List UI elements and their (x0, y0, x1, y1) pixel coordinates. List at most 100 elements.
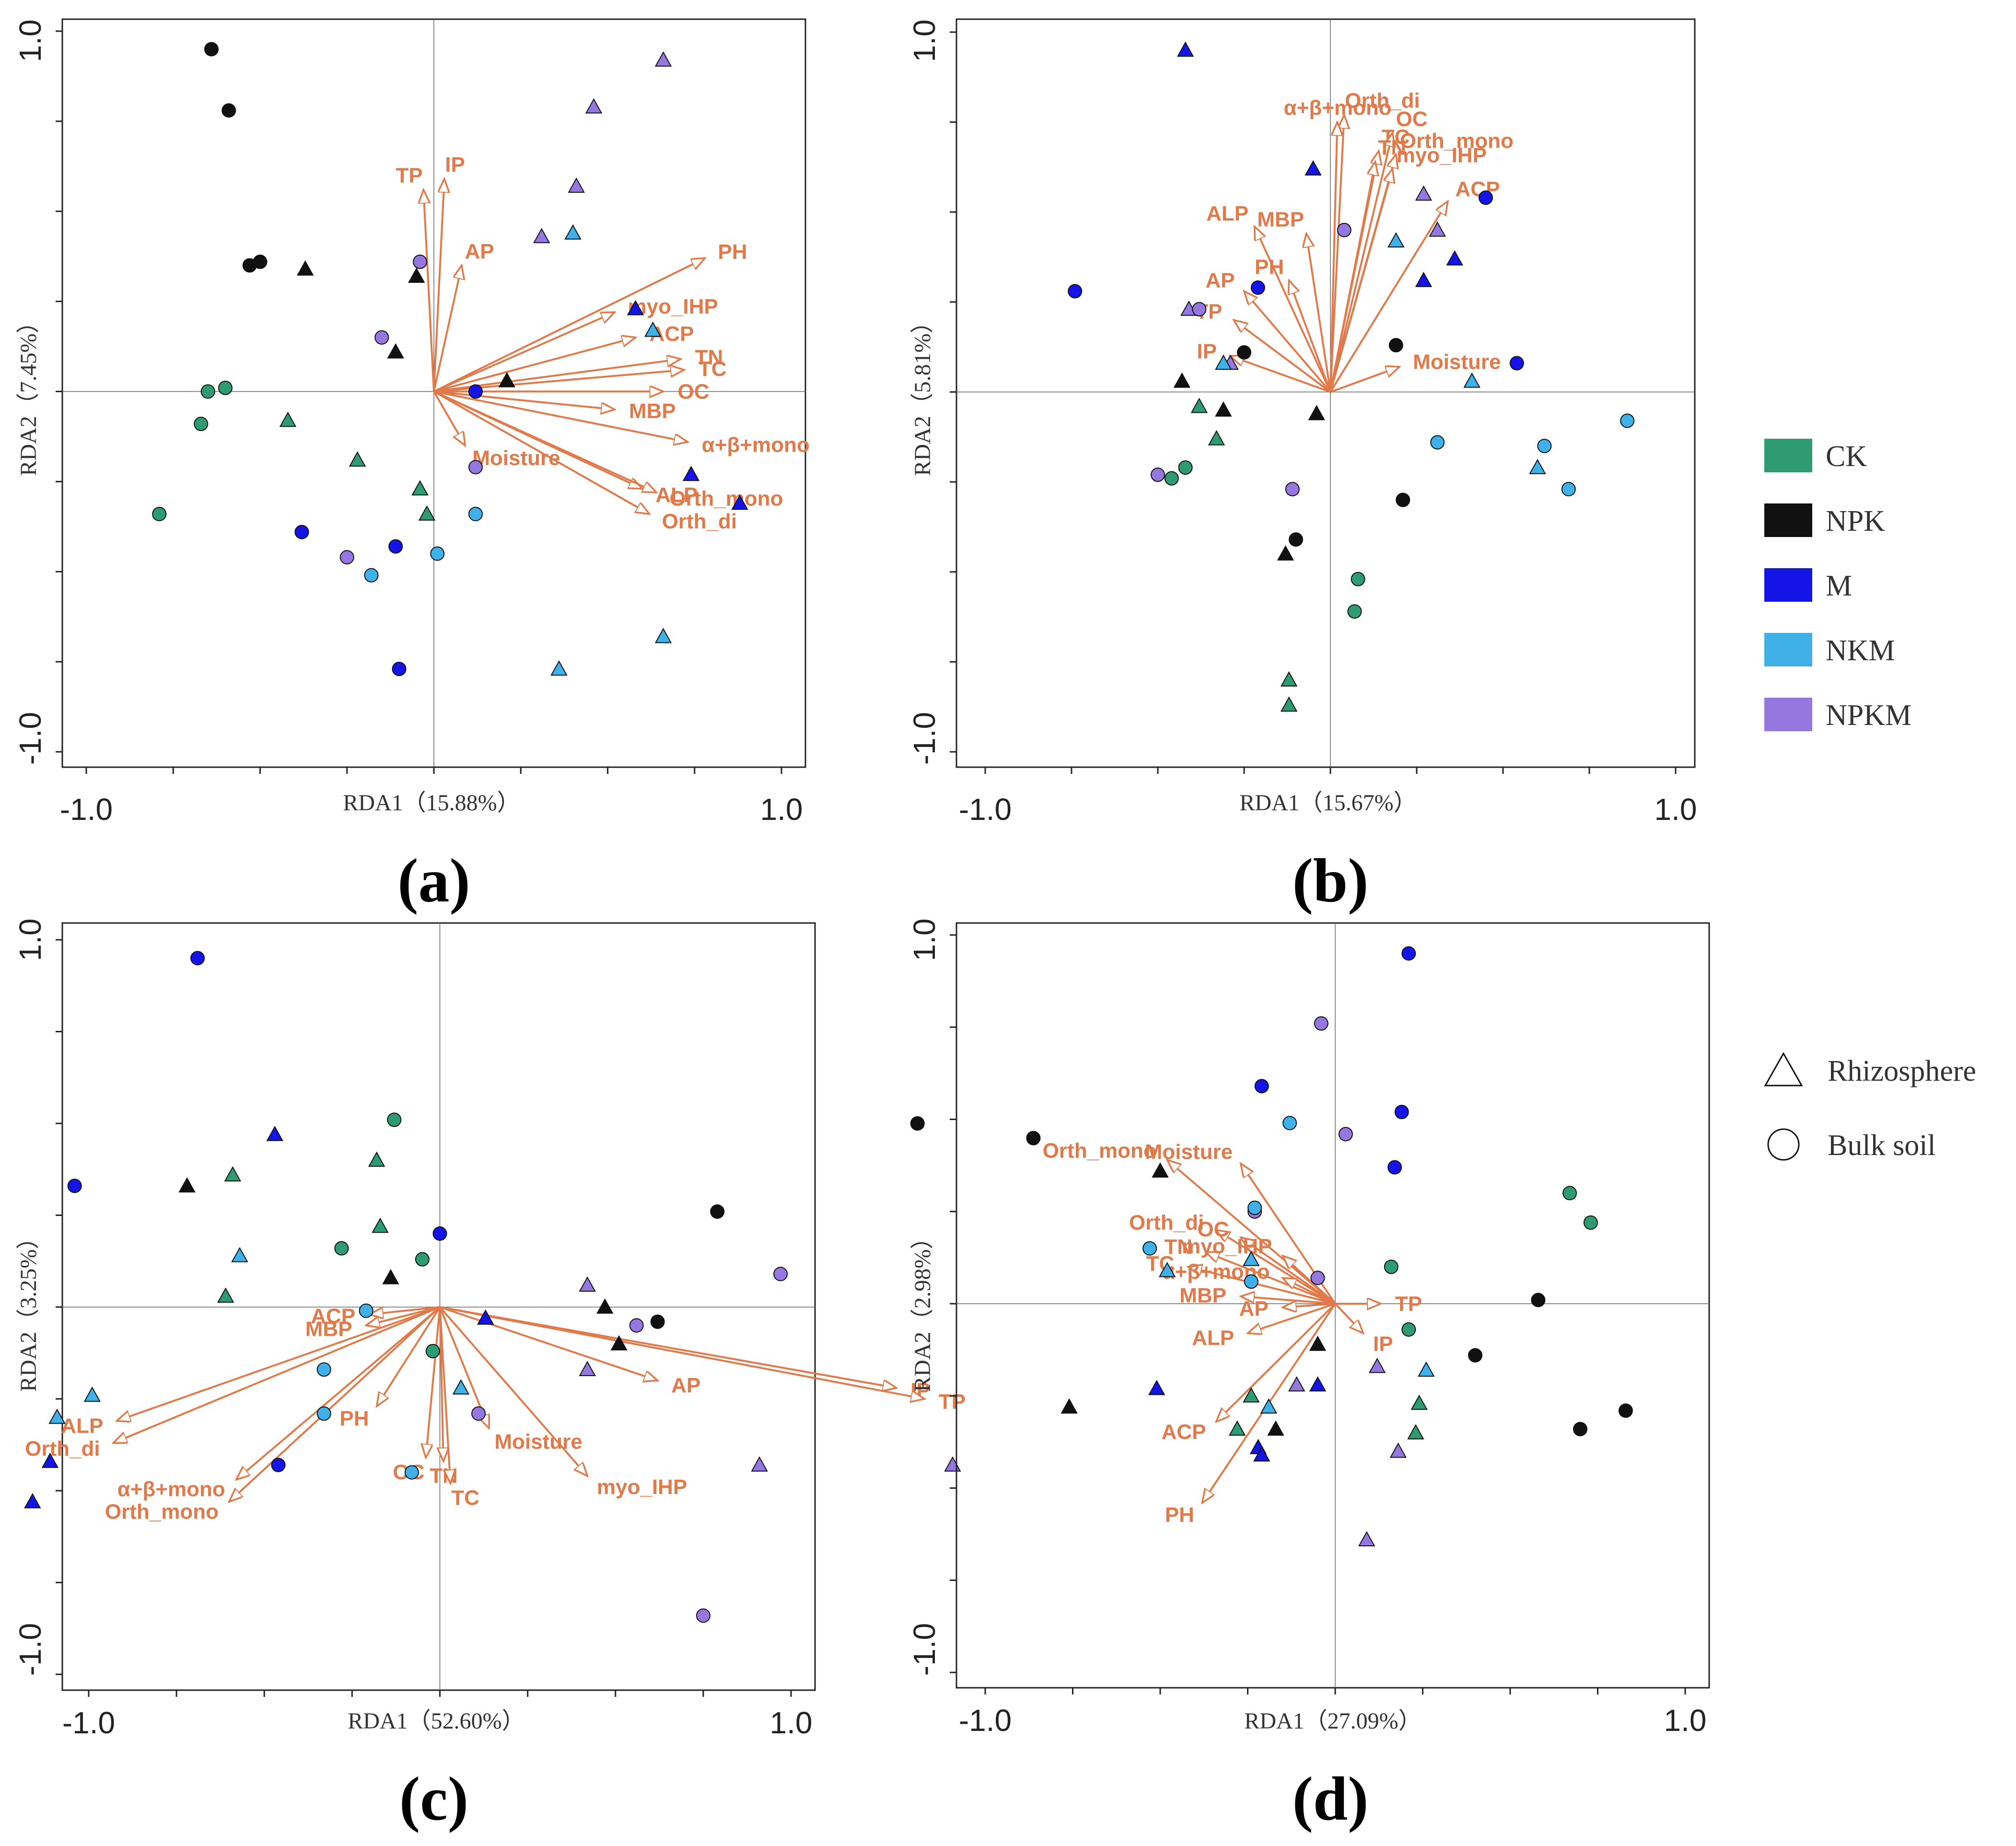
sample-point-rhizosphere (266, 1125, 283, 1141)
y-tick-max: 1.0 (907, 20, 942, 62)
plot-frame (956, 18, 1696, 768)
y-axis-title: RDA2（2.98%） (910, 1226, 935, 1391)
sample-point-bulk-soil (1384, 1260, 1398, 1274)
panel-label: (a) (397, 846, 470, 915)
sample-point-rhizosphere (279, 411, 297, 427)
sample-point-rhizosphere (1407, 1424, 1424, 1439)
sample-point-bulk-soil (152, 507, 167, 522)
sample-point-rhizosphere (498, 372, 515, 387)
y-tick-min: -1.0 (13, 1623, 47, 1676)
sample-point-rhizosphere (533, 228, 550, 244)
sample-point-rhizosphere (1309, 1376, 1327, 1391)
env-arrow-label: MBP (629, 399, 676, 423)
env-arrow-label: ALP (655, 483, 698, 507)
env-arrow (1283, 1278, 1336, 1305)
env-arrow (1329, 115, 1344, 392)
sample-point-bulk-soil (413, 254, 427, 269)
env-arrow-label: α+β+mono (1284, 96, 1392, 120)
sample-point-bulk-soil (1620, 413, 1635, 428)
env-arrow-label: ACP (1456, 177, 1500, 201)
env-arrow-label: TN (430, 1464, 458, 1488)
sample-point-rhizosphere (372, 1217, 389, 1233)
env-arrow (1306, 234, 1331, 392)
sample-point-rhizosphere (1429, 221, 1446, 237)
sample-point-rhizosphere (550, 660, 568, 676)
env-arrow-label: myo_IHP (1397, 143, 1487, 167)
env-arrow (423, 190, 435, 392)
sample-point-rhizosphere (349, 451, 366, 467)
sample-point-rhizosphere (297, 260, 314, 276)
sample-point-bulk-soil (1401, 1322, 1416, 1337)
env-arrow (1188, 1267, 1336, 1305)
x-tick-min: -1.0 (62, 1706, 115, 1740)
sample-point-bulk-soil (1562, 1186, 1577, 1201)
sample-point-bulk-soil (1618, 1403, 1633, 1418)
x-axis-title: RDA1（27.09%） (1244, 1708, 1421, 1734)
env-arrow (1167, 1160, 1336, 1305)
env-arrow-label: Orth_mono (1400, 129, 1514, 152)
x-tick-max: 1.0 (760, 792, 803, 827)
sample-point-bulk-soil (471, 1406, 486, 1421)
x-tick-min: -1.0 (959, 1703, 1012, 1738)
env-arrow (439, 1306, 658, 1380)
sample-point-bulk-soil (432, 1226, 447, 1241)
legend-label: Bulk soil (1828, 1129, 1936, 1162)
sample-point-rhizosphere (1280, 671, 1298, 687)
sample-point-rhizosphere (1215, 401, 1232, 417)
sample-point-rhizosphere (1446, 250, 1463, 266)
sample-point-rhizosphere (368, 1151, 385, 1167)
env-arrow (1329, 122, 1337, 392)
legend-shapes: Rhizosphere Bulk soil (1764, 1052, 1976, 1162)
sample-point-rhizosphere (1358, 1531, 1375, 1546)
env-arrow-label: Moisture (1413, 351, 1501, 374)
sample-point-bulk-soil (190, 951, 205, 966)
env-arrow-label: Orth_di (662, 510, 737, 533)
sample-point-rhizosphere (83, 1386, 101, 1402)
sample-point-rhizosphere (731, 494, 748, 510)
sample-point-rhizosphere (627, 300, 644, 315)
y-tick-min: -1.0 (13, 712, 47, 765)
sample-point-rhizosphere (452, 1379, 470, 1395)
sample-point-bulk-soil (218, 380, 233, 395)
sample-point-bulk-soil (1468, 1348, 1482, 1363)
env-arrow-label: OC (678, 380, 710, 404)
sample-point-rhizosphere (682, 466, 700, 481)
sample-point-rhizosphere (564, 224, 582, 240)
env-arrow (1216, 1303, 1336, 1422)
env-arrow-label: myo_IHP (1182, 1235, 1272, 1258)
legend-swatch (1764, 568, 1812, 602)
sample-point-rhizosphere (1415, 185, 1433, 201)
env-arrow (1248, 1303, 1336, 1333)
sample-point-bulk-soil (1509, 356, 1524, 371)
env-arrow-label: Moisture (494, 1430, 582, 1454)
sample-point-rhizosphere (1309, 1335, 1327, 1351)
sample-point-rhizosphere (1418, 1361, 1435, 1377)
sample-point-rhizosphere (1305, 160, 1322, 175)
env-arrow (433, 265, 462, 392)
env-arrow (1241, 1238, 1336, 1305)
env-arrow-label: ALP (1206, 202, 1248, 225)
sample-point-rhizosphere (568, 177, 585, 193)
sample-point-rhizosphere (1410, 1394, 1428, 1410)
sample-point-rhizosphere (751, 1456, 768, 1472)
env-arrow-label: AP (1239, 1297, 1268, 1320)
sample-point-rhizosphere (1368, 1357, 1386, 1373)
env-arrow-label: ALP (1192, 1326, 1234, 1350)
sample-point-bulk-soil (1573, 1422, 1587, 1437)
y-tick-max: 1.0 (13, 919, 47, 961)
sample-point-rhizosphere (1260, 1398, 1277, 1414)
sample-point-bulk-soil (415, 1252, 430, 1267)
x-axis-title: RDA1（52.60%） (348, 1708, 524, 1734)
env-arrow-label: Moisture (472, 446, 560, 470)
sample-point-bulk-soil (1244, 1274, 1259, 1289)
sample-point-bulk-soil (1479, 190, 1493, 205)
env-arrow-label: MBP (1257, 208, 1304, 232)
env-arrow (1289, 280, 1331, 393)
legend-label: NPKM (1826, 699, 1911, 732)
env-arrow-label: ACP (311, 1304, 355, 1328)
env-arrow-label: Orth_di (1129, 1211, 1204, 1234)
sample-point-bulk-soil (1531, 1293, 1546, 1308)
sample-point-rhizosphere (1387, 232, 1405, 248)
